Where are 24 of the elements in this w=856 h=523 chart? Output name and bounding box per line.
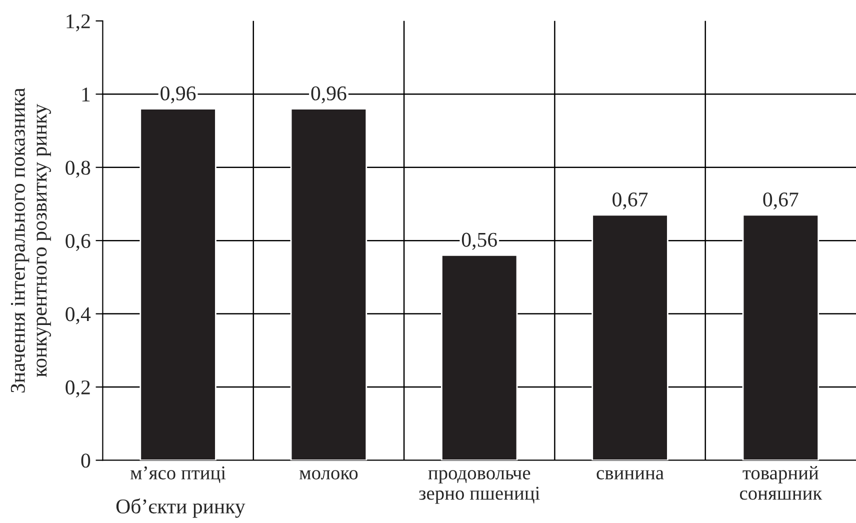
bar: [140, 108, 216, 460]
x-tick-label: товарний соняшник: [740, 466, 822, 500]
y-tick-label: 1,2: [66, 14, 90, 32]
data-label: 0,67: [612, 192, 648, 210]
y-tick-label: 0,6: [66, 234, 90, 252]
bar: [742, 214, 820, 460]
data-label: 0,96: [311, 86, 346, 104]
x-tick-label: м’ясо птиці: [130, 466, 226, 484]
y-tick-label: 0,4: [66, 307, 91, 324]
bar: [290, 108, 368, 460]
y-axis-title: Значення інтегрального показника конкурентного розвитку ринку: [10, 88, 51, 392]
x-tick-label: свинина: [596, 470, 664, 480]
x-tick-label: продовольче зерно пшениці: [419, 470, 540, 504]
y-tick-label: 0: [81, 454, 90, 468]
y-tick-label: 0,2: [66, 380, 90, 398]
data-label: 0,96: [160, 86, 196, 104]
bar: [592, 214, 668, 460]
y-tick-label: 1: [82, 88, 90, 102]
x-tick-label: молоко: [299, 470, 358, 480]
data-label: 0,67: [763, 192, 798, 210]
x-axis-title: Об’єкти ринку: [116, 498, 246, 518]
bar: [441, 254, 518, 460]
y-tick-label: 0,8: [66, 160, 90, 178]
data-label: 0,56: [462, 232, 497, 250]
